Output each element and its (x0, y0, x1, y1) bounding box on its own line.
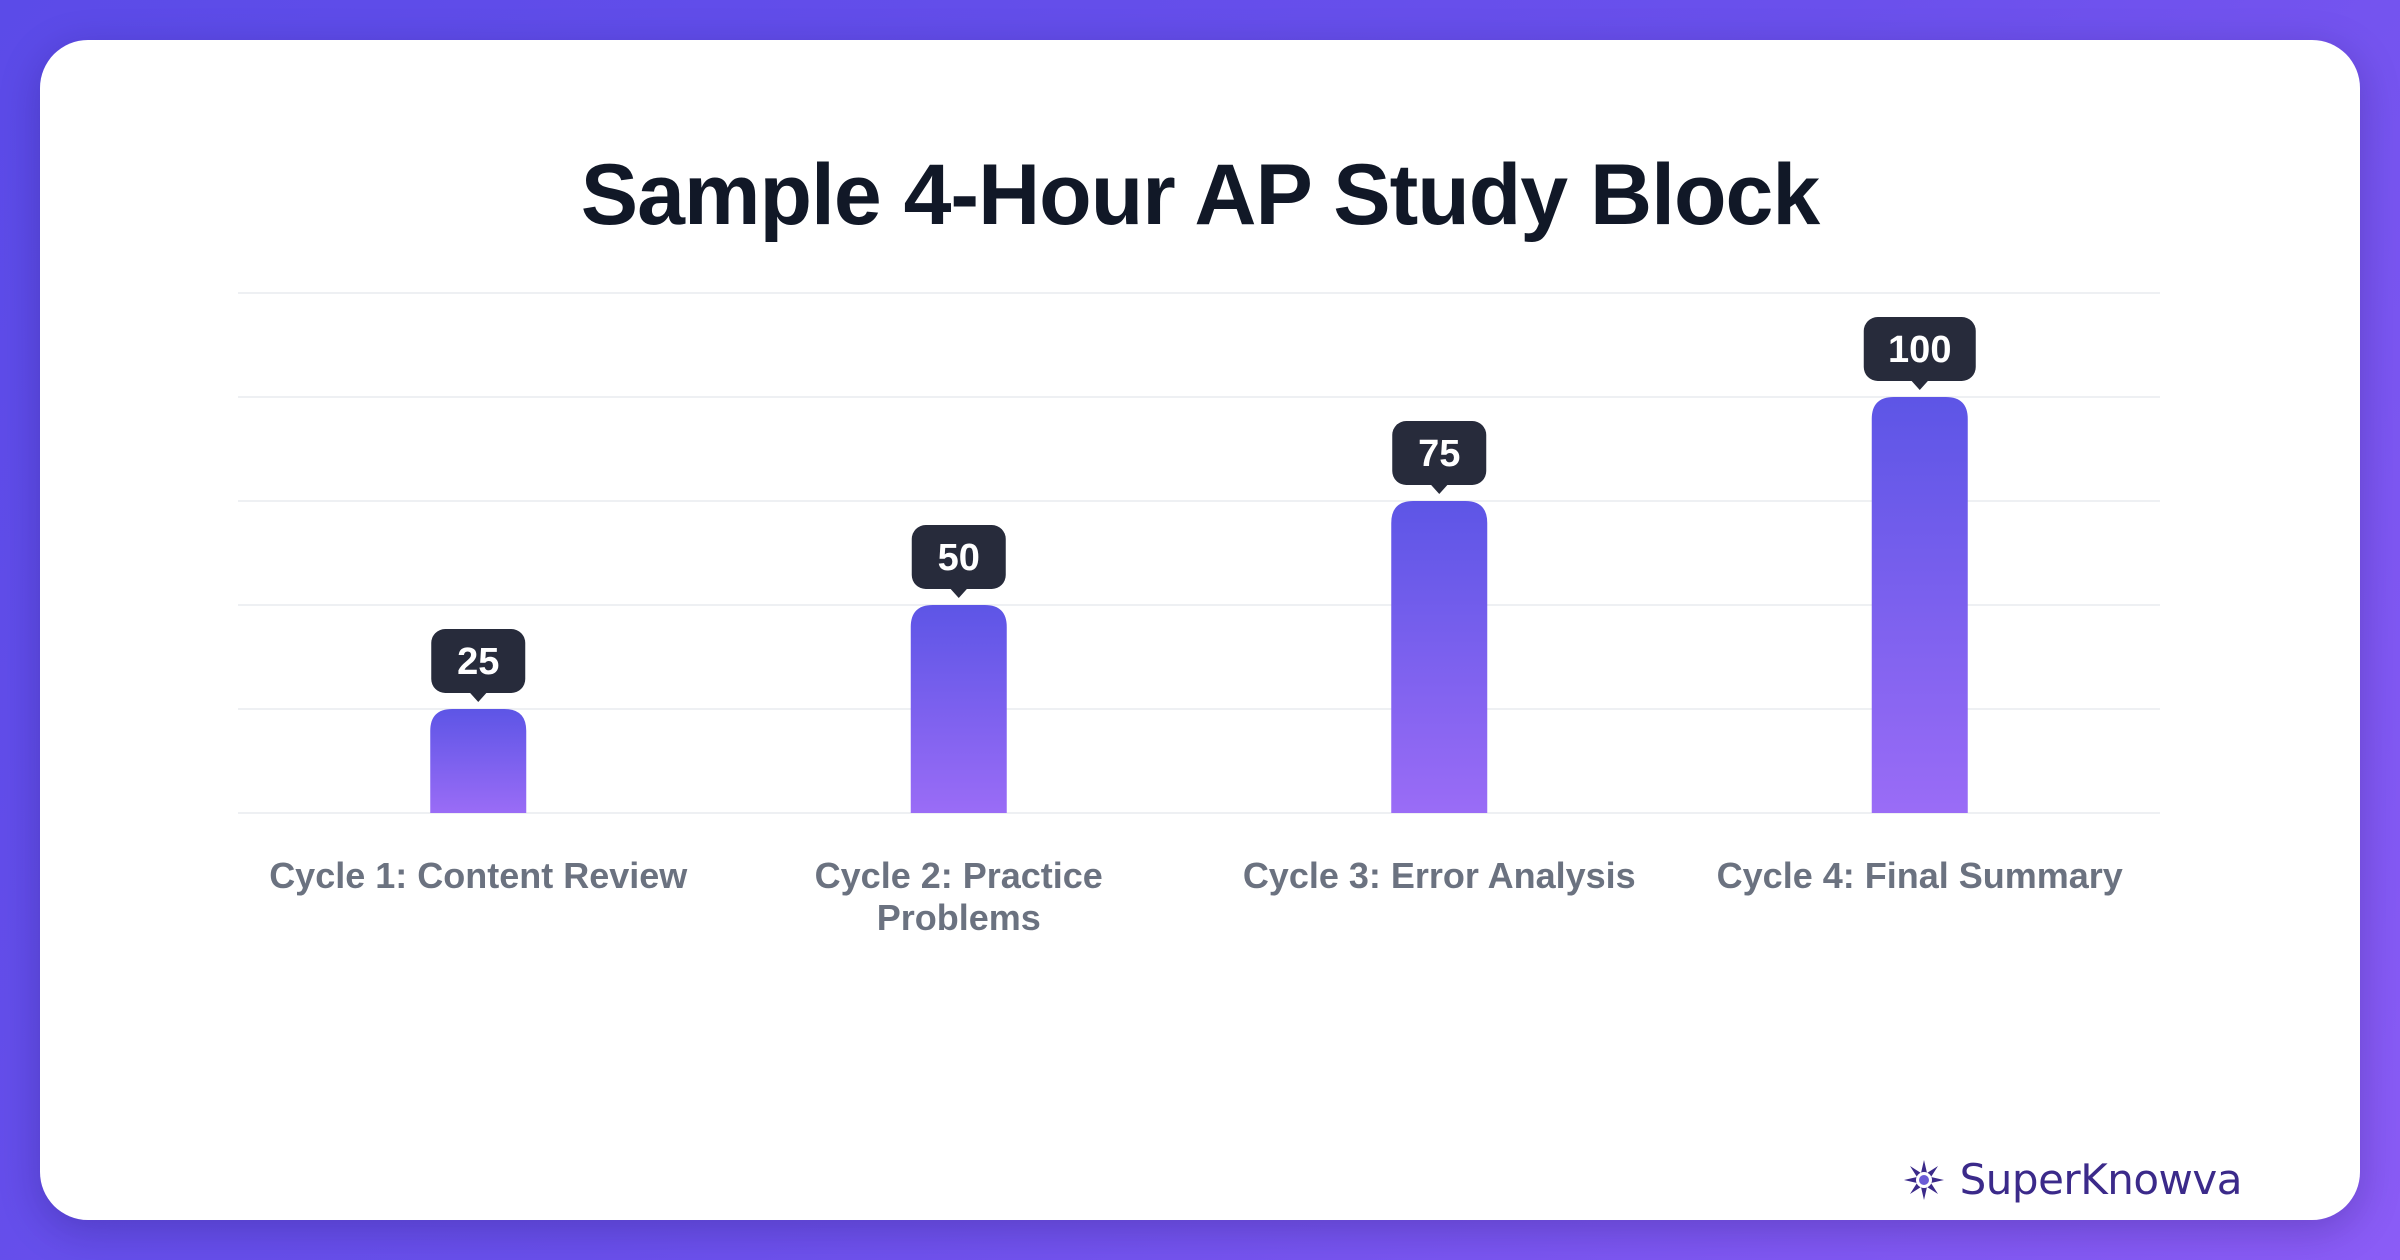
bars (430, 397, 1968, 813)
category-label: Cycle 3: Error Analysis (1243, 855, 1636, 896)
chart-card (40, 40, 2360, 1220)
starburst-logo-icon (1903, 1159, 1944, 1200)
brand-logo: SuperKnowva (1902, 1155, 2243, 1204)
data-label-background (1863, 317, 1976, 381)
category-label: Cycle 4: Final Summary (1717, 855, 2123, 896)
data-label-background (431, 629, 526, 693)
chart-title: Sample 4-Hour AP Study Block (580, 147, 1820, 243)
category-label: Cycle 1: Content Review (269, 855, 688, 896)
data-label-pointer (469, 692, 488, 702)
category-label: Cycle 2: Practice (815, 855, 1103, 896)
data-label-bubble: 50 (911, 525, 1006, 598)
bar (430, 709, 527, 813)
data-label-bubble: 25 (431, 629, 526, 702)
data-label: 50 (938, 537, 980, 579)
data-label-pointer (949, 588, 968, 598)
data-label-pointer (1430, 484, 1449, 494)
bar (910, 605, 1007, 813)
data-label: 75 (1418, 433, 1460, 475)
bar (1871, 397, 1968, 813)
data-label: 25 (457, 641, 499, 683)
bar (1391, 501, 1488, 813)
brand-name: SuperKnowva (1959, 1155, 2243, 1204)
data-label-background (911, 525, 1006, 589)
data-label-background (1392, 421, 1487, 485)
gridlines (238, 292, 2160, 814)
data-label-bubble: 100 (1863, 317, 1976, 390)
category-labels: Cycle 1: Content Review Cycle 2: Practice… (269, 855, 2123, 938)
data-label-bubble: 75 (1392, 421, 1487, 494)
data-label-pointer (1910, 380, 1929, 390)
data-labels: 25 50 75 100 (431, 317, 1976, 702)
data-label: 100 (1888, 329, 1951, 371)
category-label: Problems (877, 897, 1041, 938)
